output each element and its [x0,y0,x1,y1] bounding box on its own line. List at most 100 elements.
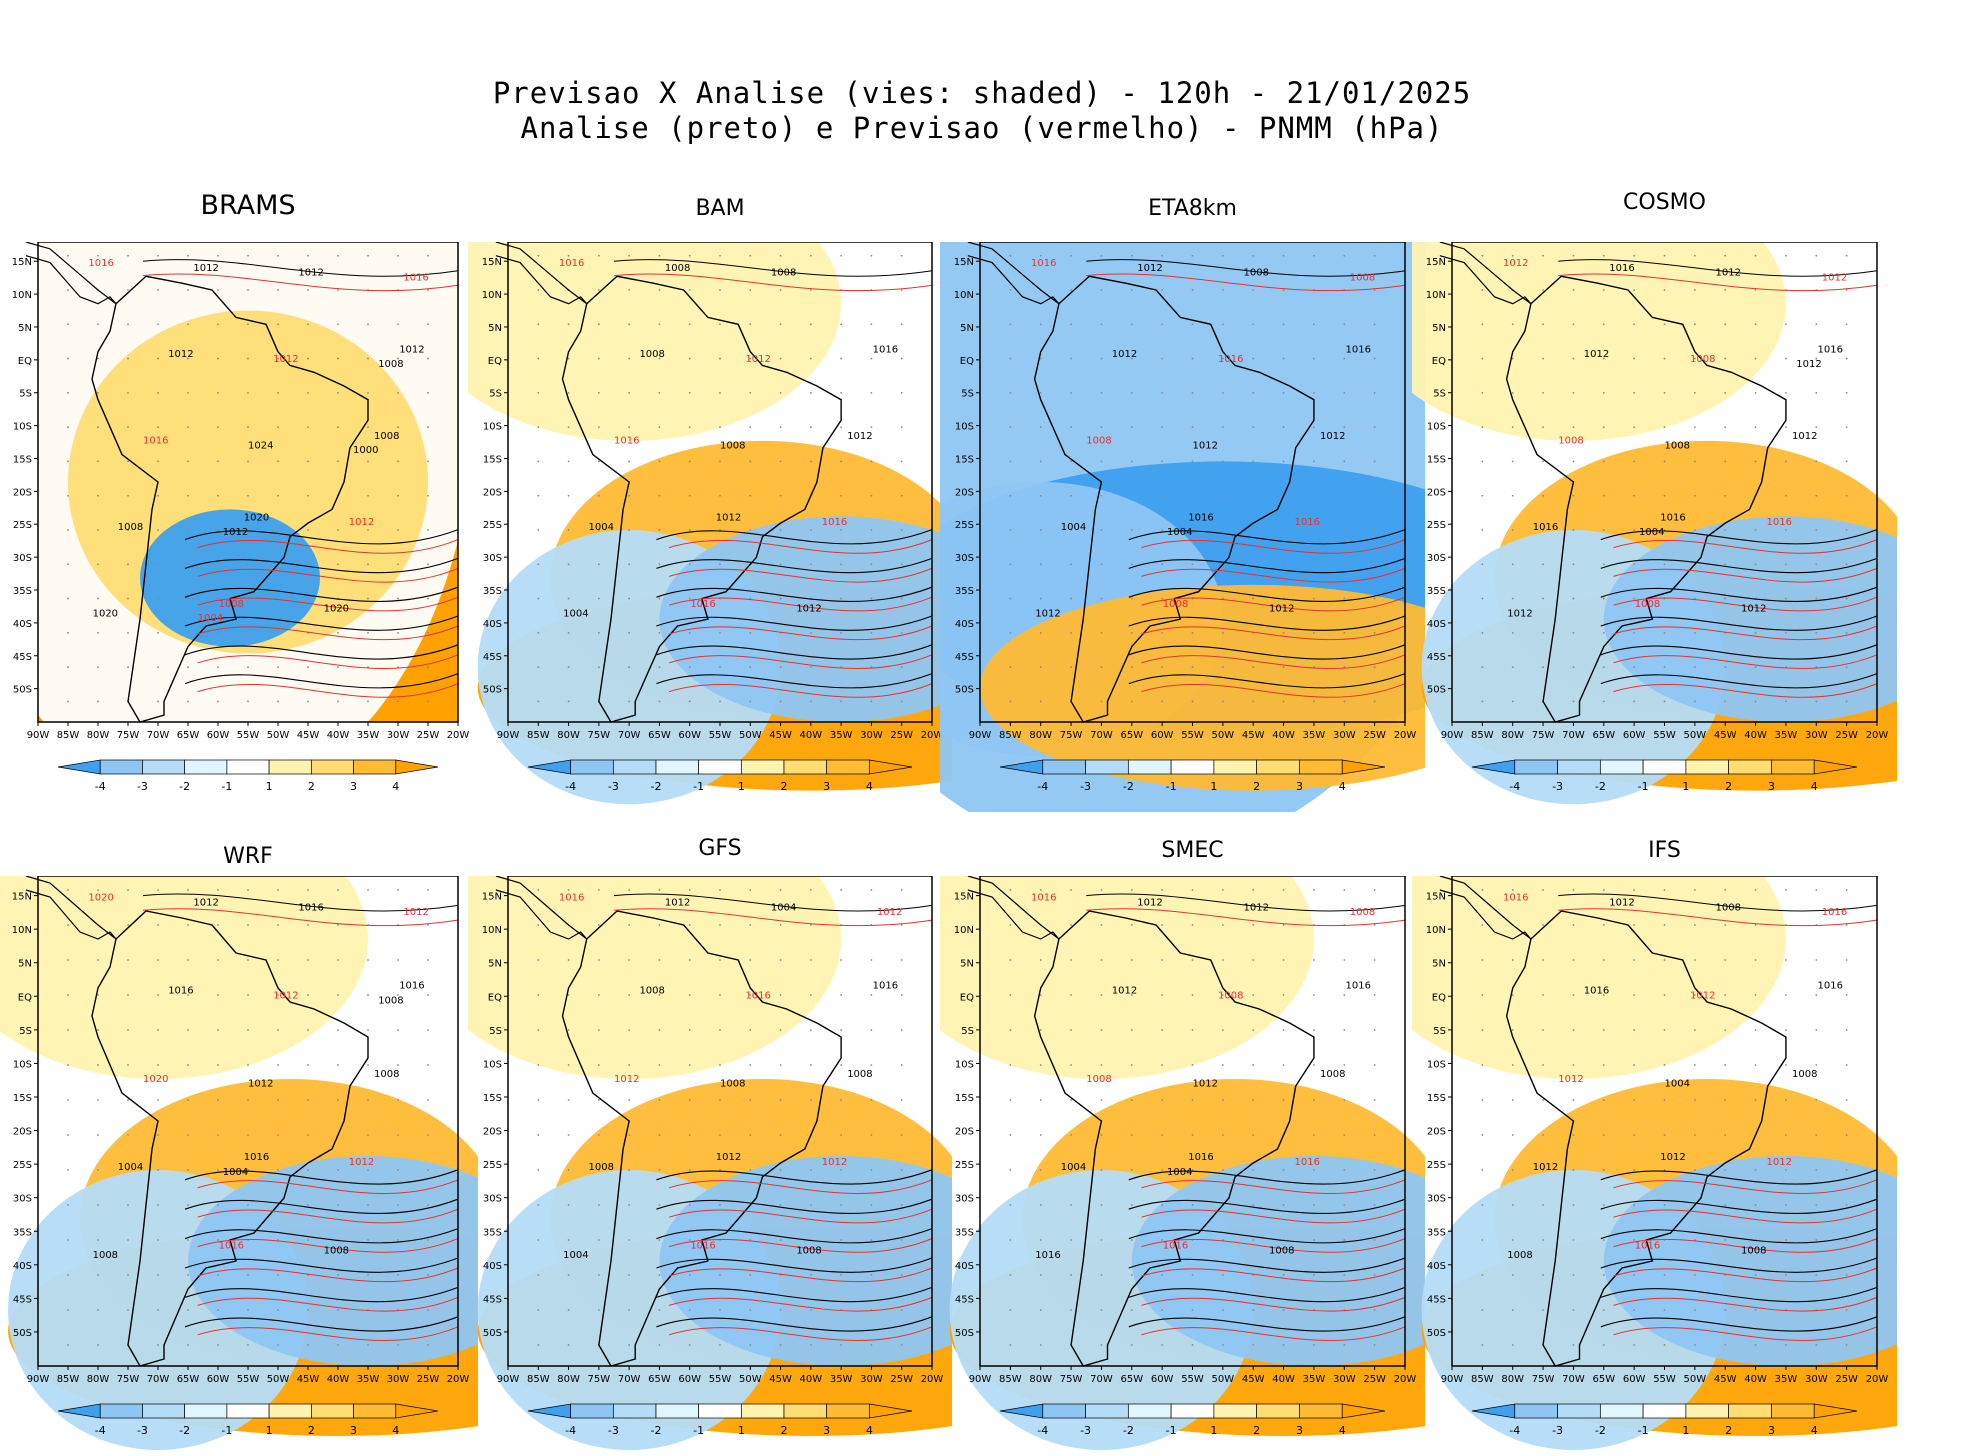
lat-tick-label: 10S [1427,422,1446,433]
isobar-label: 1008 [378,359,403,370]
forecast-isobar [1613,567,1878,583]
isobar-label: 1016 [1295,517,1320,528]
isobar-label: 1016 [614,436,639,447]
isobar-label: 1012 [745,354,770,365]
forecast-isobar [1141,1326,1406,1341]
isobar-label: 1012 [1137,897,1162,908]
colorbar-label: 1 [738,1424,745,1437]
lat-tick-label: 40S [955,1261,974,1272]
map-panel-brams: 1016 1020 1012 1008 1008 1012 1012 1012 1020 1016… [0,242,476,805]
analysis-isobar [613,893,933,912]
isobar-label: 1004 [223,1167,248,1178]
colorbar-label: -1 [693,780,704,793]
lon-tick-label: 70W [147,730,170,741]
isobar-label: 1016 [1218,354,1243,365]
isobar-label: 1008 [847,1069,872,1080]
isobar-label: 1012 [1716,268,1741,279]
lat-tick-label: 5N [960,959,974,970]
forecast-isobar [613,908,933,927]
isobar-label: 1004 [1665,1079,1690,1090]
colorbar-swatch [826,1403,870,1419]
isobar-label: 1012 [1503,258,1528,269]
isobar-label: 1008 [378,995,403,1006]
colorbar-label: 4 [392,780,399,793]
colorbar-label: 2 [1725,1424,1732,1437]
lon-tick-label: 65W [1592,1374,1615,1385]
lon-tick-label: 50W [1684,1374,1707,1385]
lat-tick-label: 5S [961,1026,974,1037]
lon-tick-label: 25W [417,1374,440,1385]
colorbar-label: -3 [1080,780,1091,793]
map-panel-cosmo: 1012 1016 1016 1008 1012 1016 1016 1012 1012 1008… [1412,242,1897,805]
lon-tick-label: 20W [1394,1374,1417,1385]
colorbar-swatch [1599,759,1644,775]
isobar-label: 1008 [1741,1245,1766,1256]
isobar-label: 1012 [1112,349,1137,360]
colorbar-label: -2 [179,1424,190,1437]
lon-tick-label: 40W [1272,1374,1295,1385]
isobar-label: 1016 [168,986,193,997]
forecast-isobar [1558,273,1878,292]
colorbar-swatch [826,759,870,775]
title-line-1: Previsao X Analise (vies: shaded) - 120h… [492,76,1472,110]
colorbar-swatch [1042,759,1086,775]
lon-tick-label: 90W [969,1374,992,1385]
isobar-label: 1004 [563,608,588,619]
forecast-isobar [197,1238,459,1253]
colorbar-label: 3 [1768,1424,1775,1437]
colorbar-swatch [1813,1403,1858,1419]
colorbar-swatch [353,759,397,775]
colorbar-label: 3 [1296,1424,1303,1437]
colorbar-swatch [142,1403,186,1419]
lon-tick-label: 70W [147,1374,170,1385]
analysis-isobar [184,1257,459,1273]
map-panel-ifs: 1016 1012 1016 1016 1008 1012 1012 1016 1008 1012… [1412,876,1897,1450]
lon-tick-label: 85W [527,1374,550,1385]
analysis-isobar [184,1286,459,1303]
isobar-label: 1016 [1609,263,1634,274]
isobar-label: 1008 [1507,1250,1532,1261]
isobar-label: 1004 [1167,527,1192,538]
colorbar-label: -4 [1509,780,1520,793]
colorbar-swatch [99,1403,143,1419]
lon-tick-label: 35W [830,730,853,741]
lon-tick-label: 35W [830,1374,853,1385]
colorbar-swatch [570,1403,614,1419]
isobar-label: 1012 [1320,431,1345,442]
isobar-label: 1016 [244,1152,269,1163]
lon-tick-label: 40W [1272,730,1295,741]
analysis-isobar [656,673,933,689]
lon-tick-label: 45W [1242,730,1265,741]
colorbar-label: 4 [392,1424,399,1437]
lat-tick-label: EQ [1432,356,1446,367]
analysis-isobar [1600,1286,1878,1303]
colorbar-label: 2 [781,1424,788,1437]
colorbar-label: 3 [823,1424,830,1437]
colorbar-label: 4 [866,1424,873,1437]
colorbar-swatch [1599,1403,1644,1419]
lon-tick-label: 55W [709,1374,732,1385]
lon-tick-label: 60W [1623,1374,1646,1385]
isobar-label: 1012 [1767,1157,1792,1168]
forecast-isobar [197,1326,459,1341]
isobar-label: 1008 [1086,436,1111,447]
lat-tick-label: 15S [13,1093,32,1104]
lat-tick-label: EQ [1432,992,1446,1003]
lat-tick-label: 25S [1427,1160,1446,1171]
colorbar-swatch [740,1403,785,1419]
colorbar-swatch [698,1403,742,1419]
isobar-label: 1008 [1218,991,1243,1002]
lat-tick-label: 5N [1432,959,1446,970]
isobar-label: 1012 [1558,1074,1583,1085]
isobar-label: 1020 [93,608,118,619]
analysis-isobar [1600,1257,1878,1273]
lon-tick-label: 80W [557,1374,580,1385]
lon-tick-label: 30W [1805,730,1828,741]
lon-tick-label: 85W [57,730,80,741]
lon-tick-label: 90W [27,730,50,741]
isobar-label: 1012 [273,354,298,365]
isobar-label: 1016 [559,258,584,269]
lon-tick-label: 25W [417,730,440,741]
lon-tick-label: 80W [1029,730,1052,741]
lat-tick-label: 50S [1427,1328,1446,1339]
